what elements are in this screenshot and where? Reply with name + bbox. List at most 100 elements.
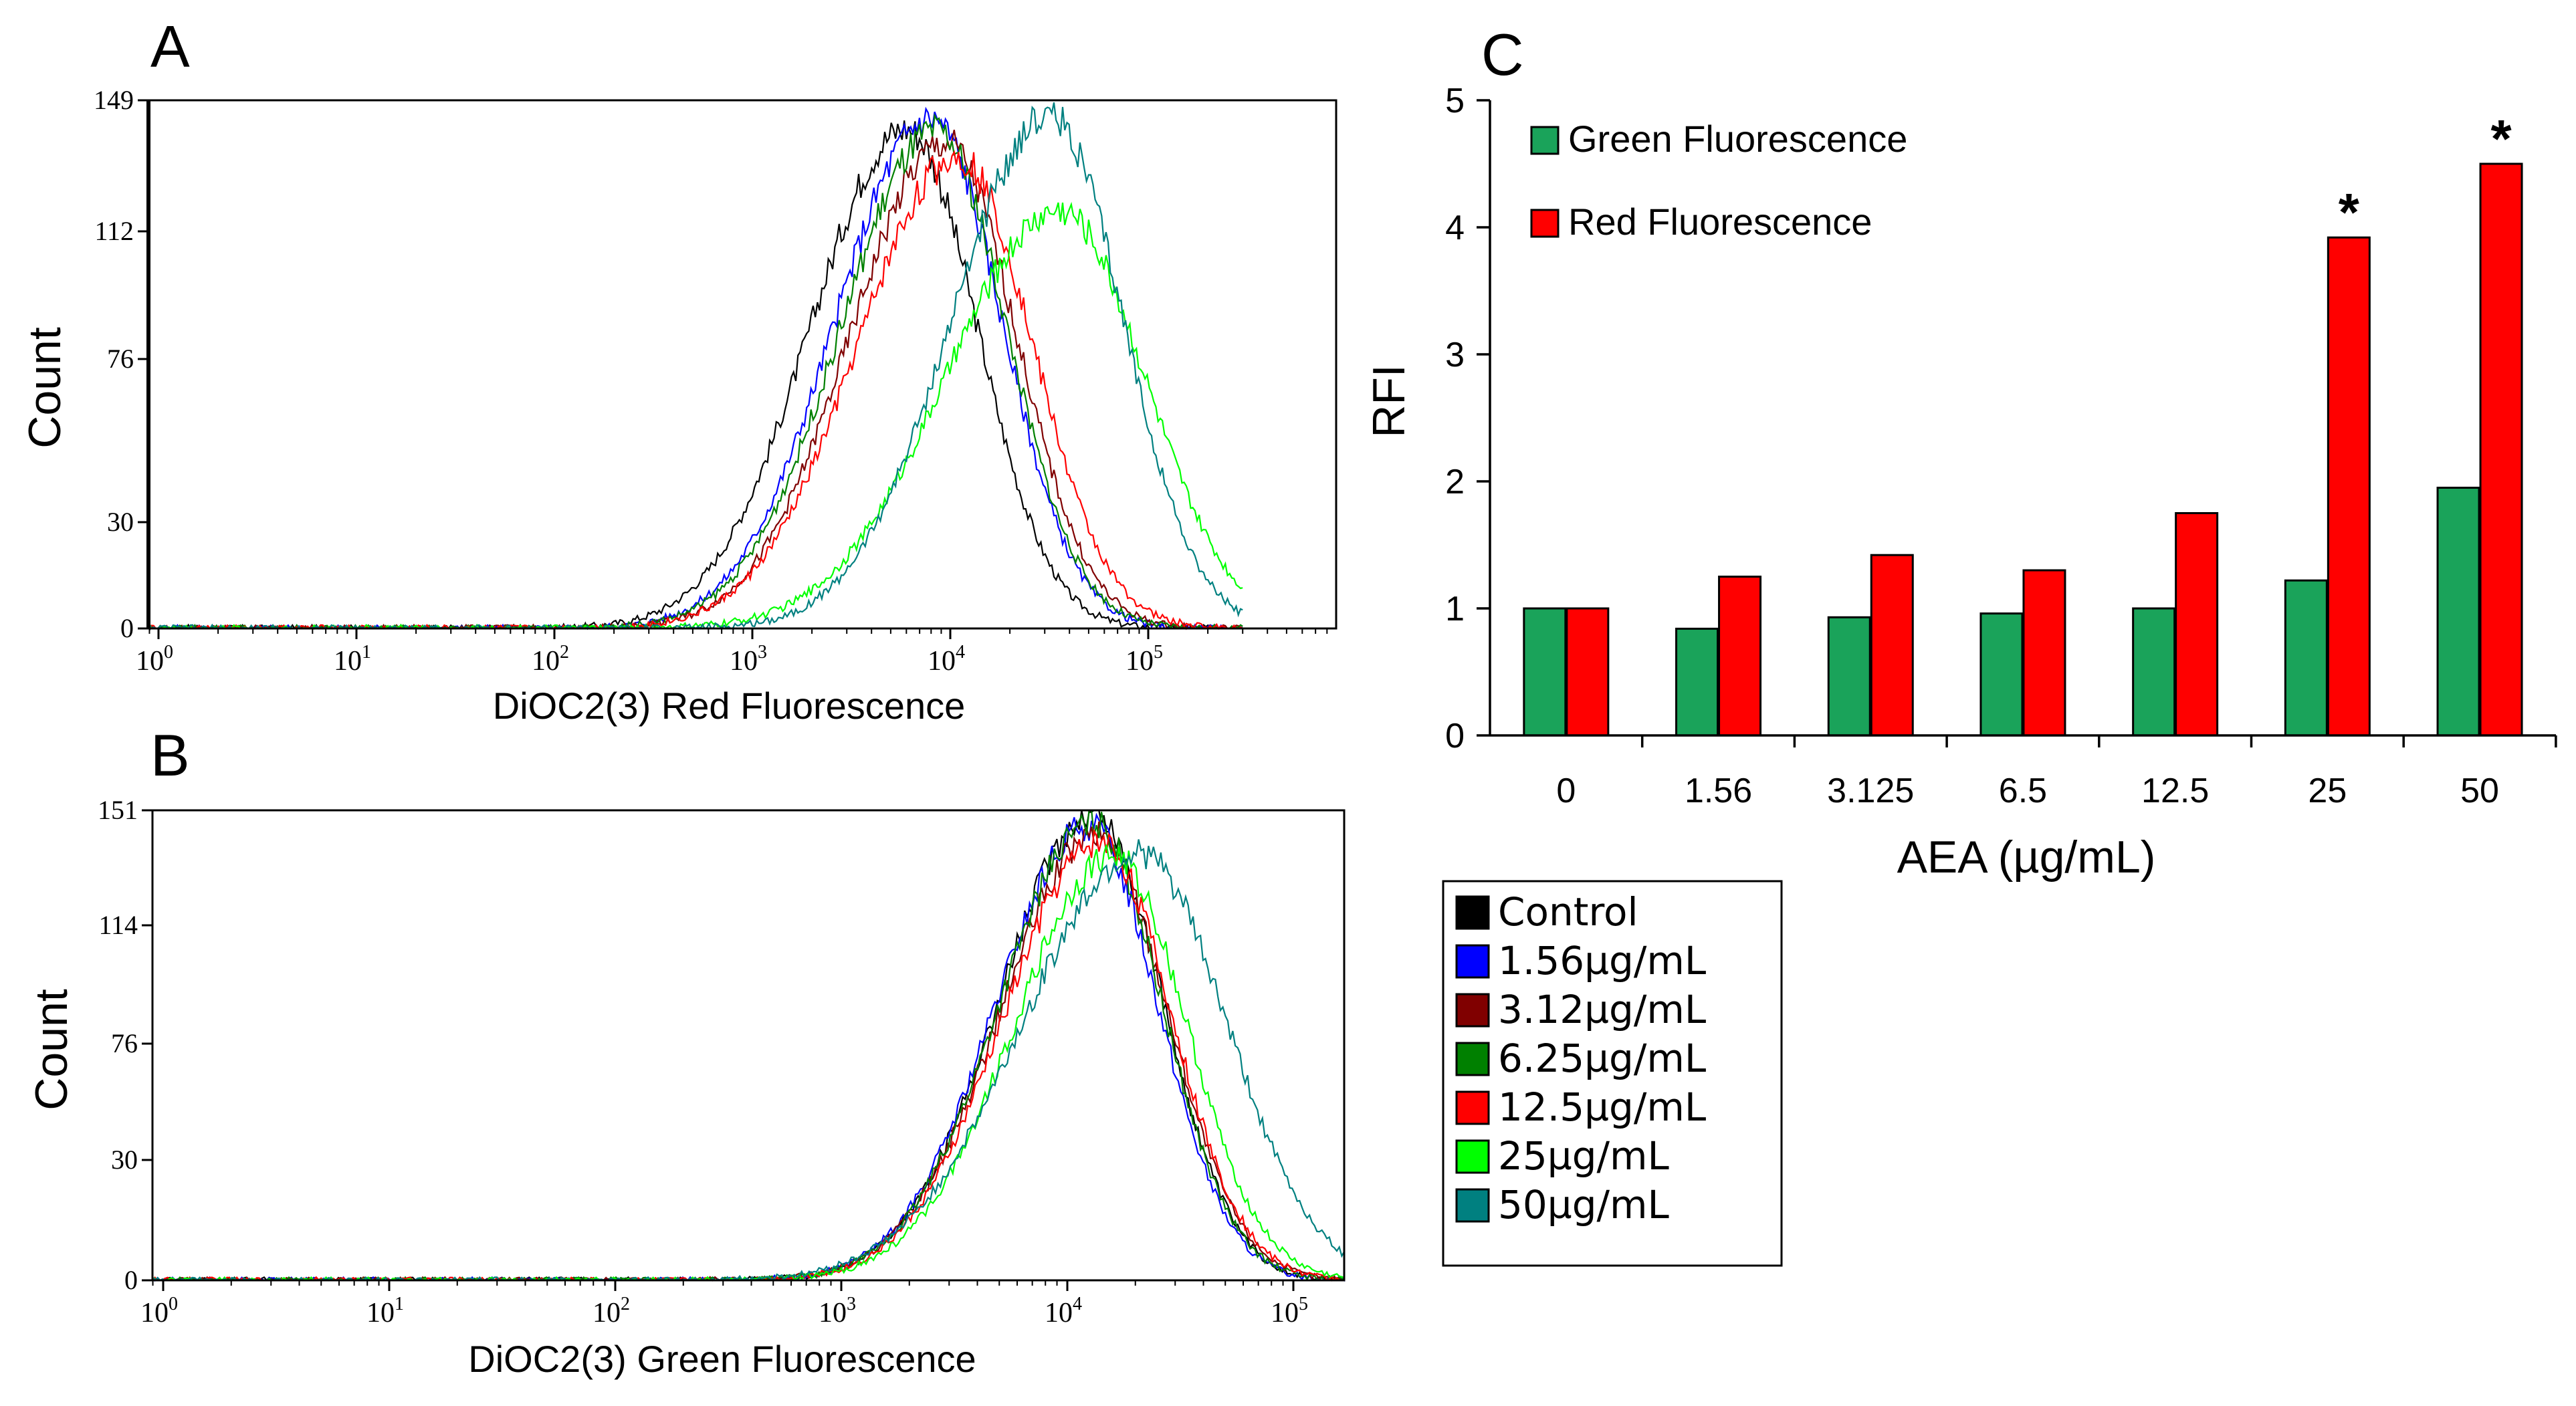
legend-swatch: [1455, 1188, 1490, 1223]
panel-letter-c: C: [1481, 21, 1524, 88]
y-tick-label: 0: [120, 613, 134, 643]
legend-swatch: [1455, 895, 1490, 930]
legend-label: 1.56µg/mL: [1498, 938, 1706, 983]
x-category-label: 3.125: [1827, 772, 1914, 810]
histogram-panel-b: B 151 114 76 30 0 100 101 102 103 104 105 Cou…: [26, 722, 1346, 1380]
legend-label: 12.5µg/mL: [1498, 1084, 1706, 1130]
x-tick-label: 103: [730, 642, 767, 677]
legend-swatch: [1455, 944, 1490, 979]
x-tick-label: 100: [140, 1294, 178, 1328]
y-tick-label: 114: [98, 910, 138, 940]
histogram-curves-b: [153, 809, 1346, 1282]
bar-green: [1523, 607, 1567, 737]
plot-area-a: [146, 99, 1337, 631]
legend-item-1-56: 1.56µg/mL: [1455, 938, 1706, 983]
legend-label: 25µg/mL: [1498, 1133, 1669, 1179]
histogram-line: [149, 113, 1243, 630]
y-tick-label: 30: [111, 1145, 138, 1175]
legend-label: 50µg/mL: [1498, 1182, 1669, 1227]
x-category-label: 12.5: [2141, 772, 2209, 810]
bar-red: [1870, 554, 1914, 737]
x-axis-label-a: DiOC2(3) Red Fluorescence: [493, 685, 965, 727]
x-category-label: 0: [1556, 772, 1576, 810]
y-tick-label: 0: [1445, 717, 1465, 755]
legend-swatch: [1455, 993, 1490, 1028]
x-tick-label: 101: [334, 642, 371, 677]
x-tick-label: 100: [136, 642, 173, 677]
legend-label: Red Fluorescence: [1568, 201, 1872, 243]
y-tick-label: 0: [124, 1265, 138, 1295]
y-tick-label: 76: [107, 344, 134, 374]
y-axis-label-a: Count: [19, 327, 70, 449]
plot-frame-a: [147, 99, 1337, 630]
y-tick-label: 76: [111, 1028, 138, 1058]
y-axis-label-c: RFI: [1364, 364, 1414, 438]
legend-swatch: [1455, 1090, 1490, 1125]
y-tick-label: 2: [1445, 463, 1465, 501]
bar-red: [1566, 607, 1610, 737]
y-tick-label: 151: [98, 795, 138, 825]
legend-swatch: [1455, 1042, 1490, 1076]
legend-item-3-12: 3.12µg/mL: [1455, 987, 1706, 1032]
histogram-line: [149, 102, 1243, 630]
y-tick-label: 1: [1445, 590, 1465, 628]
histogram-panel-a: A 149 112 76 30 0 100 101 102 103 104 105 Cou…: [19, 13, 1337, 727]
legend-item-control: Control: [1455, 889, 1638, 935]
bar-red: [2175, 512, 2219, 737]
bar-legend: Green Fluorescence Red Fluorescence: [1530, 118, 1907, 243]
x-tick-label: 104: [928, 642, 965, 677]
y-tick-label: 3: [1445, 336, 1465, 374]
x-categories-c: 0 1.56 3.125 6.5 12.5 25 50: [1556, 735, 2557, 810]
significance-marker: *: [2490, 109, 2512, 168]
x-axis-label-c: AEA (µg/mL): [1897, 832, 2156, 883]
x-tick-label: 103: [819, 1294, 856, 1328]
bar-red: [2327, 236, 2371, 737]
y-axis-label-b: Count: [26, 989, 77, 1110]
legend-item-6-25: 6.25µg/mL: [1455, 1036, 1706, 1081]
histogram-line: [153, 844, 1346, 1282]
y-tick-label: 30: [107, 507, 134, 537]
histogram-line: [153, 809, 1346, 1282]
histogram-line: [149, 106, 1243, 630]
x-tick-label: 101: [366, 1294, 404, 1328]
histogram-line: [149, 201, 1243, 630]
legend-swatch: [1530, 209, 1560, 238]
y-tick-label: 112: [94, 216, 134, 246]
panel-letter-b: B: [150, 722, 190, 788]
x-tick-label: 105: [1125, 642, 1163, 677]
bar-green: [2284, 579, 2328, 737]
x-tick-label: 102: [532, 642, 569, 677]
x-axis-c: 0 1.56 3.125 6.5 12.5 25 50: [1490, 734, 2557, 810]
x-axis-label-b: DiOC2(3) Green Fluorescence: [468, 1338, 976, 1380]
histogram-line: [149, 120, 1243, 631]
x-ticks-a: 100 101 102 103 104 105: [136, 628, 1328, 677]
bar-green: [1979, 612, 2024, 737]
y-tick-label: 149: [94, 85, 134, 115]
legend-item-12-5: 12.5µg/mL: [1455, 1084, 1706, 1130]
histogram-line: [153, 839, 1346, 1282]
y-ticks-b: 151 114 76 30 0: [98, 795, 152, 1295]
histogram-legend: Control 1.56µg/mL 3.12µg/mL 6.25µg/mL 12…: [1442, 880, 1783, 1267]
y-ticks-a: 149 112 76 30 0: [94, 85, 148, 643]
x-category-label: 1.56: [1685, 772, 1752, 810]
histogram-line: [153, 828, 1346, 1282]
legend-label: Control: [1498, 889, 1638, 935]
legend-item-25: 25µg/mL: [1455, 1133, 1669, 1179]
histogram-curves-a: [149, 102, 1243, 631]
legend-label: Green Fluorescence: [1568, 118, 1907, 160]
legend-item-red: Red Fluorescence: [1530, 201, 1872, 243]
x-tick-label: 102: [593, 1294, 630, 1328]
x-ticks-b: 100 101 102 103 104 105: [140, 1280, 1308, 1328]
plot-area-b: [151, 809, 1346, 1282]
bar-chart-panel-c: C 5 4 3 2 1 0 ** 0 1.56 3.125 6.5 12.5 25 50 R…: [1364, 21, 2557, 883]
bar-red: [2022, 569, 2066, 737]
legend-swatch: [1455, 1139, 1490, 1174]
bar-green: [1827, 616, 1871, 737]
legend-label: 6.25µg/mL: [1498, 1036, 1706, 1081]
histogram-line: [153, 821, 1346, 1282]
significance-marker: *: [2339, 183, 2360, 242]
x-tick-label: 105: [1271, 1294, 1308, 1328]
legend-swatch: [1530, 126, 1560, 155]
legend-item-green: Green Fluorescence: [1530, 118, 1907, 160]
